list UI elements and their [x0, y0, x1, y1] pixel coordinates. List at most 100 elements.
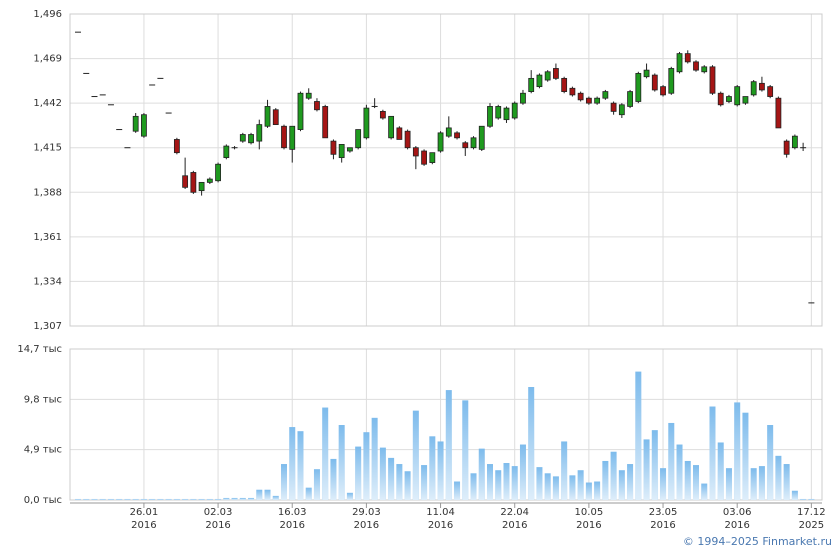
- candle-body: [585, 97, 592, 104]
- volume-bar-shade: [750, 468, 757, 500]
- volume-bar-shade: [635, 371, 642, 500]
- x-tick-label: 29.03 2016: [352, 507, 381, 531]
- volume-bar-shade: [536, 467, 543, 500]
- volume-bar-shade: [248, 497, 255, 500]
- candle-body: [503, 107, 510, 121]
- volume-bar-shade: [107, 498, 114, 500]
- volume-bar-shade: [346, 492, 353, 500]
- volume-bar-shade: [429, 436, 436, 500]
- volume-bar-shade: [256, 489, 263, 500]
- volume-bar-shade: [569, 475, 576, 500]
- x-tick-label: 17.12 2025: [797, 507, 826, 531]
- volume-bar-shade: [379, 447, 386, 500]
- volume-bar-shade: [808, 498, 815, 500]
- x-tick-label: 16.03 2016: [277, 507, 307, 531]
- candle-body: [618, 104, 625, 116]
- candle-body: [421, 150, 427, 165]
- candle-body: [314, 101, 320, 111]
- x-tick-label: 22.04 2016: [500, 507, 530, 531]
- volume-bar-shade: [371, 417, 378, 500]
- candle-body: [544, 71, 551, 81]
- volume-bar-shade: [338, 425, 345, 500]
- volume-bar-shade: [767, 425, 774, 500]
- volume-bar-shade: [660, 468, 667, 500]
- candle-body: [701, 66, 708, 73]
- candle-body: [750, 81, 757, 96]
- volume-bar-shade: [437, 441, 444, 500]
- volume-bar-shade: [412, 410, 419, 500]
- volume-bar-shade: [272, 495, 279, 500]
- y-tick-label: 1,361: [33, 232, 62, 243]
- candle-body: [239, 134, 246, 142]
- volume-bar-shade: [552, 476, 559, 500]
- candle-body: [330, 140, 337, 155]
- volume-bar-shade: [487, 464, 493, 500]
- volume-bar-shade: [215, 498, 222, 500]
- candle-body: [536, 74, 543, 88]
- candle-body: [759, 82, 765, 91]
- volume-bar-shade: [577, 470, 584, 500]
- volume-bar-shade: [173, 498, 180, 500]
- candle-body: [173, 139, 180, 154]
- candle-body: [404, 130, 411, 149]
- volume-bar-shade: [124, 498, 131, 500]
- volume-bar-shade: [783, 464, 790, 500]
- candle-body: [182, 175, 189, 188]
- candle-body: [206, 178, 213, 183]
- volume-bar-shade: [83, 498, 90, 500]
- candle-body: [561, 77, 568, 92]
- candle-body: [775, 97, 782, 129]
- candle-body: [215, 163, 221, 182]
- candle-body: [726, 96, 732, 102]
- candle-body: [388, 115, 395, 139]
- volume-bar-shade: [313, 469, 320, 500]
- volume-bar-shade: [281, 464, 287, 500]
- volume-bar-shade: [528, 387, 535, 500]
- plot-frame: [69, 13, 823, 327]
- volume-bar-shade: [165, 498, 172, 500]
- volume-bar-shade: [775, 455, 782, 500]
- x-tick-label: 11.04 2016: [426, 507, 455, 531]
- candle-body: [454, 132, 460, 139]
- candle-body: [594, 97, 601, 104]
- candle-body: [684, 53, 691, 63]
- volume-bar-shade: [388, 457, 395, 500]
- volume-bar-shade: [561, 441, 568, 500]
- y-tick-label: 9,8 тыс: [24, 394, 62, 405]
- volume-bar-shade: [602, 460, 609, 500]
- volume-bar-shade: [643, 439, 650, 500]
- volume-bar-shade: [758, 466, 765, 500]
- volume-bar-shade: [618, 470, 625, 500]
- y-tick-label: 1,469: [33, 54, 62, 65]
- candle-body: [660, 86, 666, 96]
- volume-bar-shade: [132, 498, 139, 500]
- y-tick-label: 1,442: [33, 98, 62, 109]
- candle-body: [445, 127, 452, 137]
- volume-bar-shade: [693, 465, 699, 500]
- candle-body: [783, 140, 790, 155]
- candle-body: [511, 102, 518, 119]
- volume-bar-shade: [668, 422, 675, 500]
- candle-body: [553, 68, 559, 79]
- volume-bar-shade: [791, 490, 798, 500]
- volume-bar-shade: [627, 464, 634, 500]
- volume-bar-shade: [478, 448, 485, 500]
- volume-bar-shade: [800, 498, 807, 500]
- x-tick-label: 03.06 2016: [722, 507, 752, 531]
- volume-bar-shade: [264, 489, 271, 500]
- candle-body: [429, 152, 436, 163]
- candle-body: [355, 129, 362, 149]
- candle-body: [693, 61, 699, 71]
- y-tick-label: 1,415: [33, 143, 62, 154]
- candle-body: [248, 134, 254, 144]
- candle-body: [676, 53, 683, 73]
- volume-bar-shade: [519, 444, 526, 500]
- x-tick-label: 02.03 2016: [203, 507, 233, 531]
- candle-body: [363, 107, 370, 139]
- volume-bar-shade: [239, 497, 246, 500]
- volume-bar-shade: [594, 481, 601, 500]
- candle-body: [281, 125, 287, 149]
- volume-bar-shade: [445, 390, 452, 500]
- candle-body: [791, 135, 798, 149]
